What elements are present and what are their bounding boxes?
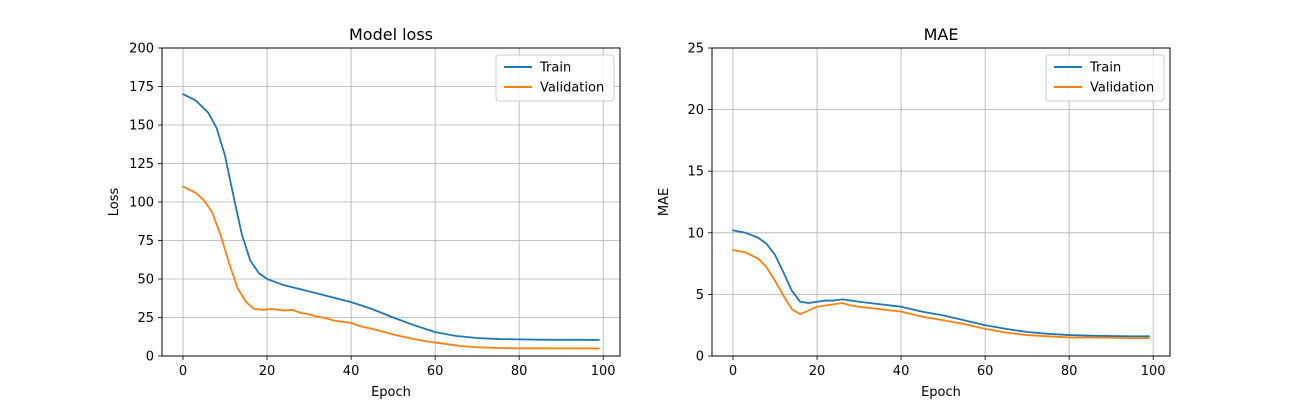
series-line-validation	[182, 185, 600, 350]
chart-title: Model loss	[349, 25, 433, 44]
x-tick-label: 100	[1141, 364, 1166, 379]
legend-label-train: Train	[539, 61, 571, 76]
x-tick-label: 0	[179, 364, 187, 379]
chart-1: 0 20 40 60 80 100 0 25 50 75 100 125 150 175 200 Model …	[107, 25, 621, 400]
x-tick-label: 80	[511, 364, 528, 379]
x-tick-label: 40	[893, 364, 910, 379]
legend-label-validation: Validation	[540, 81, 604, 96]
y-tick-label: 20	[687, 103, 704, 118]
x-tick-label: 20	[259, 364, 276, 379]
y-tick-label: 0	[696, 350, 704, 365]
y-tick-label: 10	[687, 226, 704, 241]
y-axis-label: Loss	[107, 188, 122, 217]
legend-label-train: Train	[1089, 61, 1121, 76]
legend-label-validation: Validation	[1090, 81, 1154, 96]
x-tick-label: 100	[591, 364, 616, 379]
y-tick-label: 50	[137, 273, 154, 288]
y-tick-label: 25	[687, 42, 704, 57]
y-tick-label: 0	[146, 350, 154, 365]
chart-title: MAE	[924, 25, 959, 44]
y-tick-label: 75	[137, 234, 154, 249]
x-tick-label: 40	[343, 364, 360, 379]
x-tick-label: 60	[427, 364, 444, 379]
y-axis-label: MAE	[657, 188, 672, 216]
y-tick-label: 125	[129, 157, 154, 172]
series-line-train	[732, 229, 1150, 338]
y-tick-label: 100	[129, 196, 154, 211]
x-axis-label: Epoch	[921, 385, 961, 400]
y-tick-label: 5	[696, 288, 704, 303]
x-tick-label: 60	[977, 364, 994, 379]
chart-2: 0 20 40 60 80 100 0 5 10 15 20 25 MAE Epoch MAE Train Va…	[657, 25, 1171, 400]
y-tick-label: 175	[129, 80, 154, 95]
x-tick-label: 80	[1061, 364, 1078, 379]
x-tick-label: 20	[809, 364, 826, 379]
series-line-validation	[732, 249, 1150, 340]
x-axis-label: Epoch	[371, 385, 411, 400]
y-tick-label: 200	[129, 42, 154, 57]
x-tick-label: 0	[729, 364, 737, 379]
plot-frame	[711, 47, 1171, 357]
y-tick-label: 150	[129, 119, 154, 134]
y-tick-label: 15	[687, 165, 704, 180]
series-line-train	[182, 93, 600, 341]
y-tick-label: 25	[137, 311, 154, 326]
